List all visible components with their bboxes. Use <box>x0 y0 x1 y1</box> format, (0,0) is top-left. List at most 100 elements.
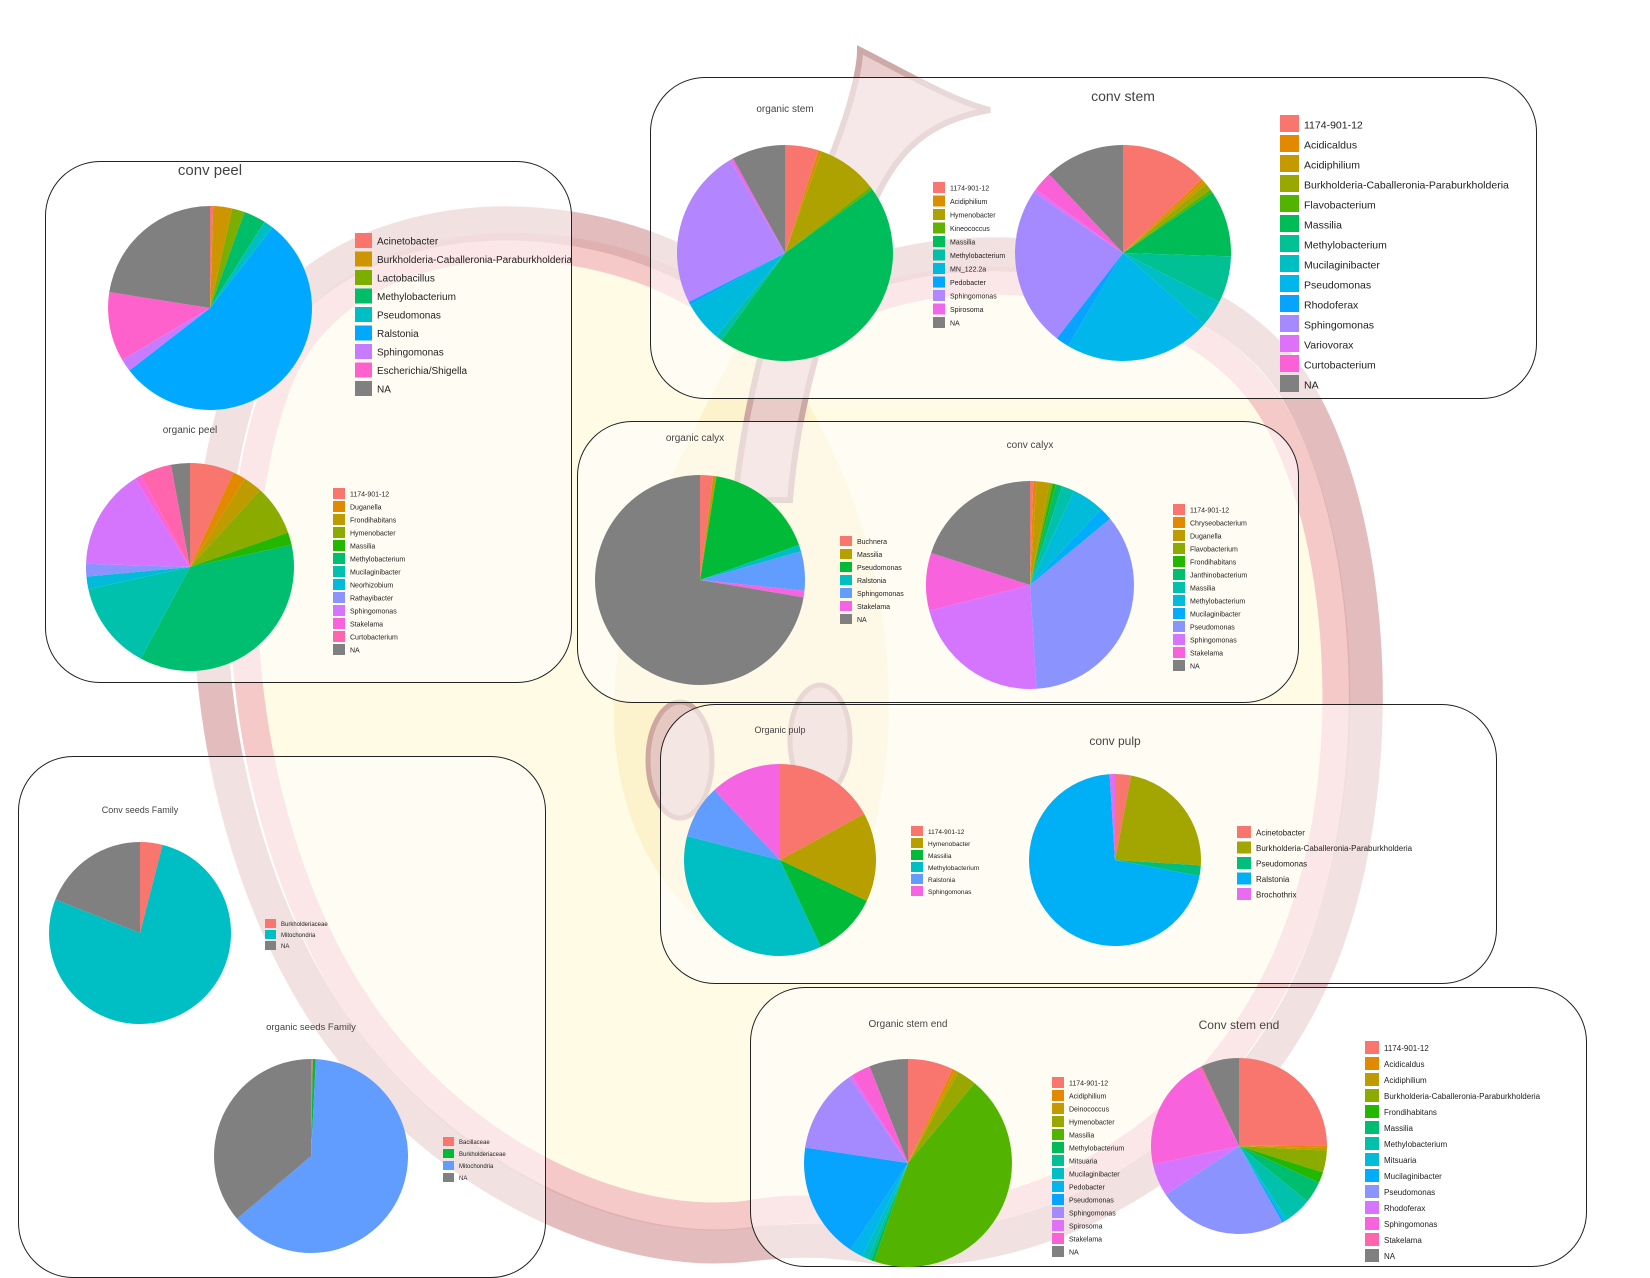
pie-slice <box>714 764 780 860</box>
legend-swatch <box>933 276 945 288</box>
legend-label: Massilia <box>928 853 952 860</box>
legend-label: Pedobacter <box>1069 1185 1105 1192</box>
legend-swatch <box>265 930 276 939</box>
pie-slice <box>140 842 163 933</box>
legend-label: Methylobacterium <box>377 292 456 303</box>
legend-swatch <box>355 288 372 304</box>
legend-swatch <box>1237 841 1251 854</box>
legend-swatch <box>1173 556 1185 567</box>
pie-slice <box>1165 1146 1283 1234</box>
legend-swatch <box>1052 1220 1064 1231</box>
legend-swatch <box>1280 335 1299 352</box>
legend-swatch <box>1365 1185 1379 1198</box>
legend-label: Acidicaldus <box>1384 1060 1424 1069</box>
pie-slice <box>1123 253 1220 325</box>
legend-label: Frondihabitans <box>1384 1108 1437 1117</box>
legend-swatch <box>1365 1057 1379 1070</box>
legend-label: Curtobacterium <box>1304 359 1376 371</box>
pie-slice <box>210 206 233 308</box>
legend-swatch <box>1173 582 1185 593</box>
legend-label: Stakelama <box>1069 1237 1102 1244</box>
pie-chart-organic_seeds: organic seeds Family Bacillaceae Burkholde… <box>214 1022 506 1253</box>
legend-label: Methylobacterium <box>950 253 1005 260</box>
legend-label: Mitochondria <box>281 933 316 939</box>
legend-swatch <box>1237 857 1251 869</box>
legend-label: Sphingomonas <box>1384 1220 1437 1229</box>
legend-swatch <box>840 536 852 546</box>
pie-slice <box>1049 145 1123 253</box>
legend-swatch <box>840 588 852 598</box>
legend-label: Massilia <box>857 552 882 559</box>
legend-label: Lactobacillus <box>377 274 435 285</box>
pie-slice <box>1123 179 1205 253</box>
legend-label: Methylobacterium <box>928 865 979 872</box>
pie-slice <box>700 580 805 598</box>
legend-swatch <box>911 886 923 896</box>
legend-label: Spirosoma <box>1069 1224 1103 1231</box>
legend-label: Pseudomonas <box>857 565 902 572</box>
legend-label: Kineococcus <box>950 226 990 233</box>
pie-slice <box>140 544 294 672</box>
legend-swatch <box>1052 1181 1064 1192</box>
legend-label: NA <box>1304 379 1319 391</box>
pie-slice <box>1030 486 1075 585</box>
pie-slice <box>1239 1146 1323 1183</box>
legend-label: Pseudomonas <box>1190 625 1235 632</box>
legend-swatch <box>1173 530 1185 541</box>
pie-slice <box>688 253 785 306</box>
pie-slice <box>1150 1067 1239 1165</box>
legend-swatch <box>911 850 923 860</box>
pie-slice <box>1239 1146 1319 1202</box>
legend-label: NA <box>1384 1252 1396 1261</box>
legend-swatch <box>1280 175 1299 192</box>
pie-chart-conv_seeds: Conv seeds Family Burkholderiaceae Mitocho… <box>48 805 328 1025</box>
legend-label: Massilia <box>1190 586 1215 593</box>
pie-slice <box>1201 1057 1239 1146</box>
pie-slice <box>700 475 717 580</box>
pie-slice <box>1152 1146 1239 1195</box>
pie-slice <box>595 475 804 685</box>
legend-swatch <box>840 562 852 572</box>
legend-label: Curtobacterium <box>350 635 398 642</box>
chart-title: Organic pulp <box>754 725 805 735</box>
legend-label: Bacillaceae <box>459 1140 490 1146</box>
legend-swatch <box>1365 1105 1379 1118</box>
legend-swatch <box>1280 135 1299 152</box>
legend-swatch <box>1052 1168 1064 1179</box>
legend-swatch <box>911 862 923 872</box>
pie-slice <box>1030 484 1063 585</box>
legend-swatch <box>1280 375 1299 392</box>
pie-slice <box>170 463 190 567</box>
pie-slice <box>852 1066 908 1163</box>
pie-slice <box>140 464 190 567</box>
pie-slice <box>1123 189 1213 253</box>
legend-label: Frondihabitans <box>350 518 397 525</box>
legend-label: Stakelama <box>1190 651 1223 658</box>
legend-label: Burkholderia-Caballeronia-Paraburkholder… <box>377 255 573 266</box>
pie-slice <box>122 308 210 371</box>
pie-slice <box>190 490 289 567</box>
legend-swatch <box>333 540 345 551</box>
legend-label: Frondihabitans <box>1190 560 1237 567</box>
legend-swatch <box>1280 355 1299 372</box>
legend-swatch <box>333 566 345 577</box>
legend-swatch <box>840 549 852 559</box>
legend-swatch <box>1365 1121 1379 1134</box>
pie-slice <box>1030 482 1053 585</box>
legend-swatch <box>1365 1217 1379 1230</box>
pie-slice <box>908 1059 953 1163</box>
legend-swatch <box>1173 517 1185 528</box>
legend-swatch <box>933 236 945 247</box>
legend-swatch <box>933 209 945 220</box>
legend-label: Sphingomonas <box>350 609 397 616</box>
legend-swatch <box>1237 826 1251 838</box>
pie-slice <box>716 253 785 341</box>
chart-title: organic stem <box>756 104 813 115</box>
legend-swatch <box>1173 621 1185 632</box>
pie-slice <box>684 836 821 956</box>
chart-title: organic peel <box>163 425 217 436</box>
legend-label: Acidicaldus <box>1304 139 1357 151</box>
legend-swatch <box>333 514 345 525</box>
legend-swatch <box>1052 1155 1064 1166</box>
